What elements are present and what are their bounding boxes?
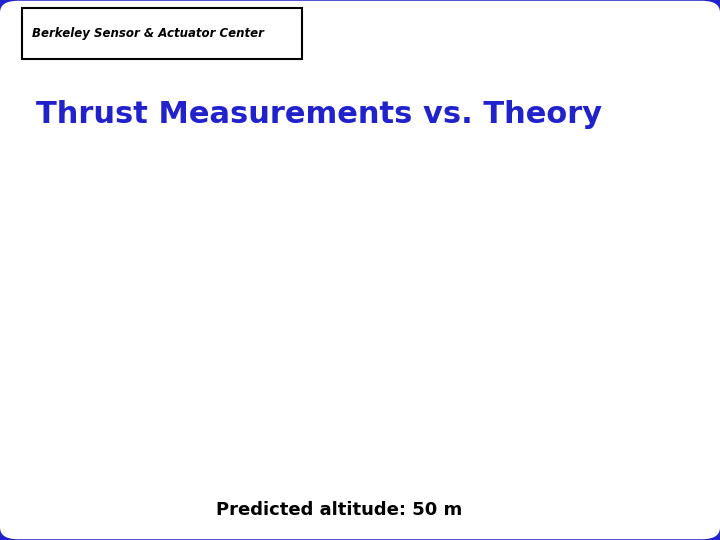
Y-axis label: Thrust (m illine w tons): Thrust (m illine w tons) <box>96 225 109 369</box>
X-axis label: Time (sec): Time (sec) <box>356 460 428 474</box>
Text: Predicted altitude: 50 m: Predicted altitude: 50 m <box>216 501 462 519</box>
Text: Thrust Measurements vs. Theory: Thrust Measurements vs. Theory <box>36 100 602 129</box>
FancyBboxPatch shape <box>22 8 302 59</box>
Text: Berkeley Sensor & Actuator Center: Berkeley Sensor & Actuator Center <box>32 27 264 40</box>
